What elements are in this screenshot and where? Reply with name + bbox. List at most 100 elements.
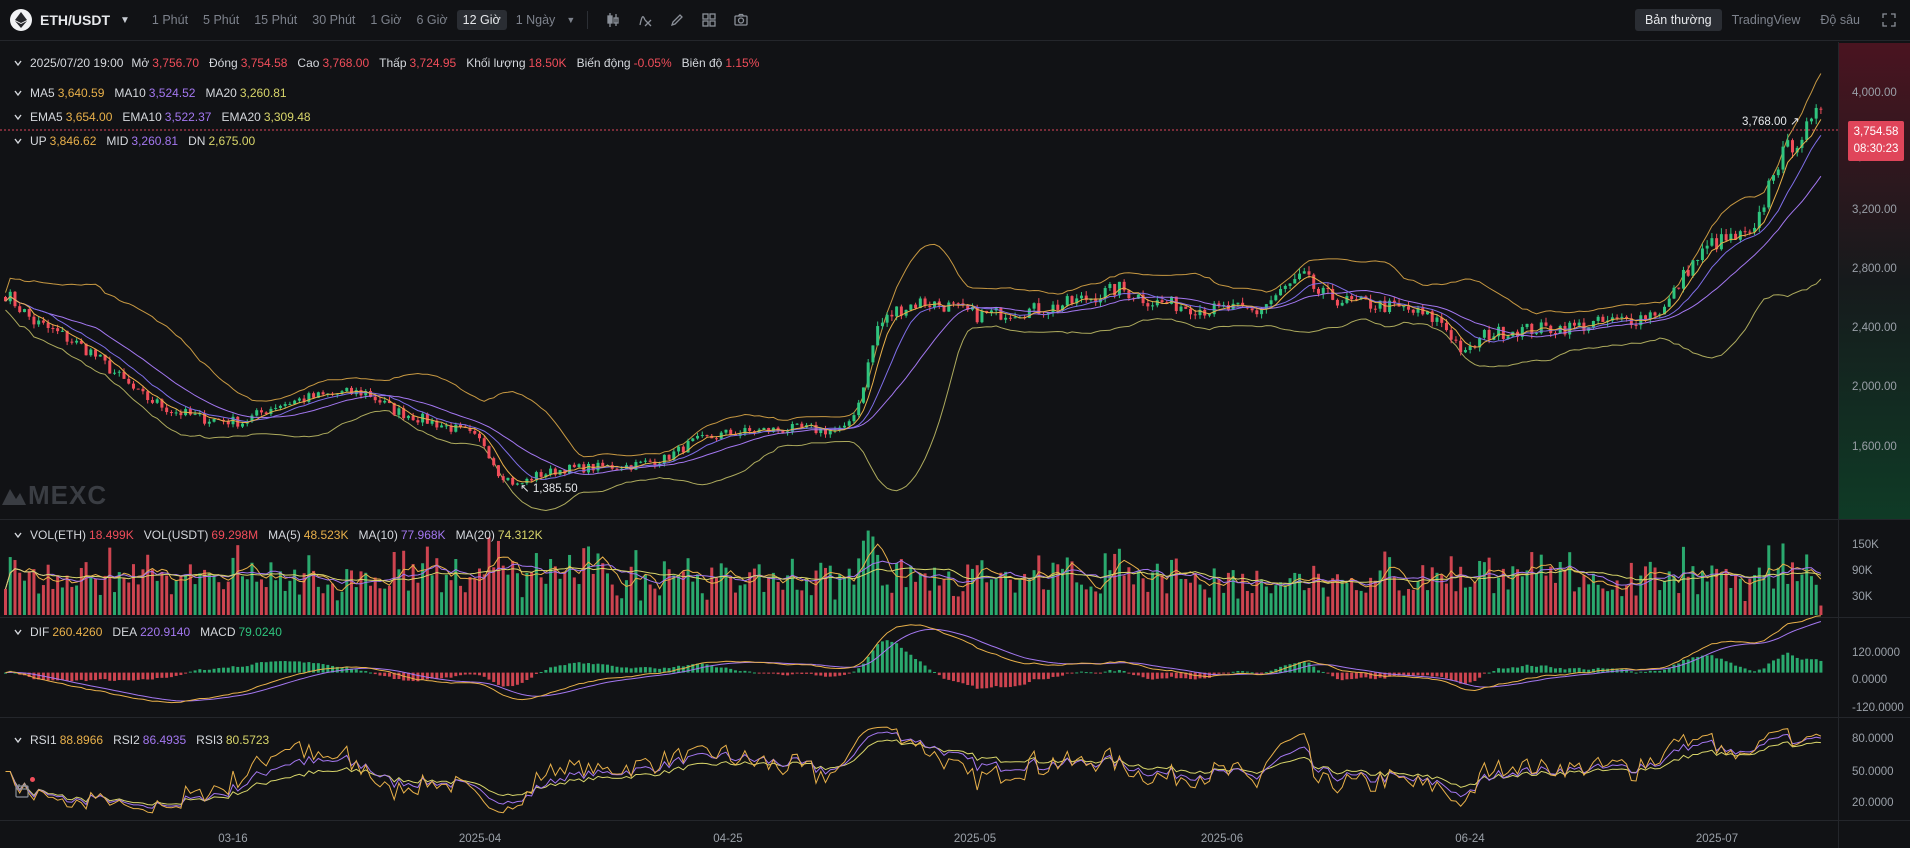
macd-histogram-bar [264,662,268,673]
candle-body [1335,299,1339,306]
volume-bar [1250,593,1254,615]
candle-type-icon[interactable] [600,7,626,33]
macd-histogram-bar [691,664,695,673]
candle-body [141,388,145,392]
volume-bar [236,545,240,615]
symbol-selector[interactable]: ETH/USDT ▼ [10,9,146,31]
macd-histogram-bar [880,641,884,673]
volume-bar [1478,560,1482,615]
interval-30m[interactable]: 30 Phút [312,13,356,27]
volume-bar [141,569,145,615]
volume-bar [819,562,823,615]
collapse-chevron-icon[interactable] [14,628,22,636]
volume-bar [1572,591,1576,615]
interval-5m[interactable]: 5 Phút [203,13,240,27]
candle-body [1345,296,1349,303]
macd-histogram-bar [335,666,339,673]
candle-body [1421,308,1425,315]
symbol-dropdown-icon[interactable]: ▼ [120,14,130,26]
ema5-label: EMA5 [30,110,63,124]
macd-histogram-bar [1430,672,1434,677]
volume-bar [577,584,581,615]
macd-histogram-bar [805,672,809,674]
macd-histogram-bar [136,672,140,680]
macd-histogram-bar [1321,671,1325,673]
fullscreen-icon[interactable] [1876,8,1902,32]
candle-body [402,408,406,419]
volume-bar [691,581,695,615]
volume-bar [283,590,287,615]
volume-bar [373,577,377,615]
ohlc-legend: 2025/07/20 19:00 Mở 3,756.70 Đóng 3,754.58… [14,56,769,70]
calendar-icon[interactable] [14,777,35,802]
volume-bar [1416,581,1420,615]
candle-body [914,304,918,309]
volume-bar [1160,575,1164,615]
volume-bar [75,585,79,615]
screenshot-camera-icon[interactable] [728,7,754,33]
draw-pencil-icon[interactable] [664,7,690,33]
collapse-chevron-icon[interactable] [14,89,22,97]
macd-histogram-bar [496,672,500,685]
candle-body [947,302,951,312]
candle-body [1663,306,1666,315]
interval-1h[interactable]: 1 Giờ [370,13,402,27]
volume-bar [492,567,496,615]
candle-body [1748,231,1752,233]
candle-body [691,438,695,442]
interval-1d[interactable]: 1 Ngày [515,13,556,27]
candle-body [207,421,211,424]
view-tradingview-button[interactable]: TradingView [1731,13,1801,27]
macd-histogram-bar [84,672,88,682]
indicators-icon[interactable] [632,7,658,33]
collapse-chevron-icon[interactable] [14,736,22,744]
collapse-chevron-icon[interactable] [14,137,22,145]
candle-body [1544,322,1548,326]
interval-12h[interactable]: 12 Giờ [456,10,507,30]
candle-body [1392,300,1396,304]
volume-bar [146,554,150,615]
macd-histogram-bar [75,672,79,681]
candle-body [648,460,652,462]
interval-6h[interactable]: 6 Giờ [416,13,448,27]
last-price-value: 3,754.58 [1853,126,1899,138]
macd-histogram-bar [1283,665,1287,673]
vol-ma5-line [5,543,1822,592]
layout-grid-icon[interactable] [696,7,722,33]
candle-body [819,428,823,434]
collapse-chevron-icon[interactable] [14,59,22,67]
view-depth-button[interactable]: Độ sâu [1820,13,1860,27]
ma5-value: 3,640.59 [57,86,105,100]
interval-more-icon[interactable]: ▼ [566,15,576,25]
volume-bar [667,569,671,615]
x-tick: 2025-07 [1695,833,1739,845]
interval-15m[interactable]: 15 Phút [254,13,298,27]
macd-histogram-bar [1677,663,1681,673]
collapse-chevron-icon[interactable] [14,531,22,539]
volume-bar [672,575,676,615]
volume-bar [1326,596,1330,615]
volume-bar [250,562,254,615]
candle-body [866,362,870,388]
macd-histogram-bar [1207,672,1211,678]
macd-histogram-bar [1478,672,1482,678]
macd-histogram-bar [226,667,230,673]
ma20-label: MA20 [205,86,237,100]
volume-bar [1165,593,1169,615]
ma5-line [5,119,1822,483]
macd-histogram-bar [468,672,472,675]
macd-histogram-bar [1762,668,1766,673]
macd-histogram-bar [392,672,396,680]
macd-histogram-bar [165,672,169,678]
volume-bar [1629,562,1633,615]
interval-1m[interactable]: 1 Phút [151,13,189,27]
volume-bar [610,584,614,615]
view-normal-button[interactable]: Bản thường [1634,9,1722,31]
macd-histogram-bar [278,661,282,673]
macd-histogram-bar [776,672,780,675]
candle-body [316,392,320,398]
boll-dn-value: 2,675.00 [208,134,256,148]
collapse-chevron-icon[interactable] [14,113,22,121]
macd-histogram-bar [113,672,117,681]
